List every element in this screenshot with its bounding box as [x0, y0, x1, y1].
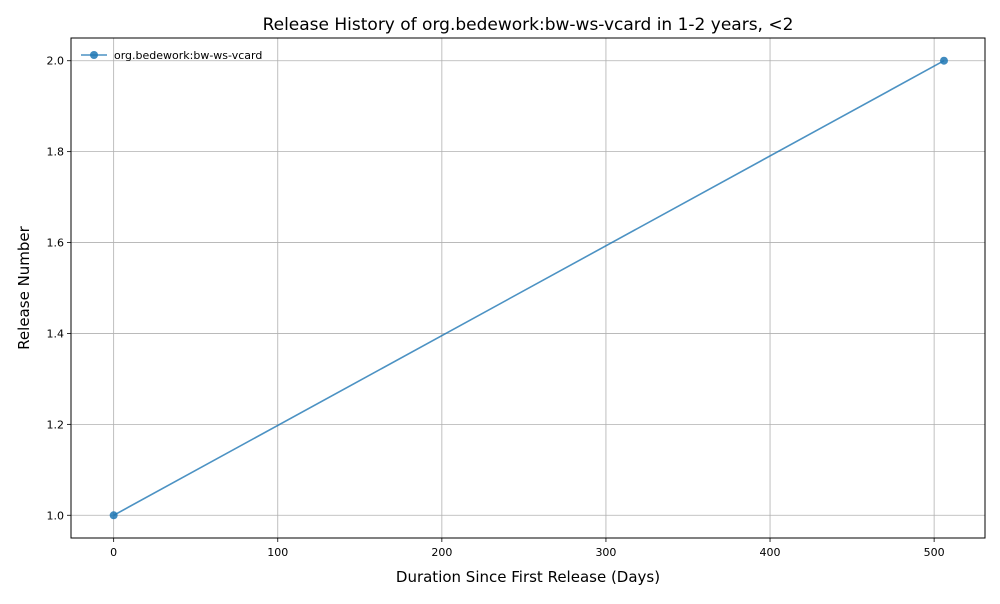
data-point — [109, 511, 118, 520]
y-tick-label: 1.8 — [47, 146, 65, 159]
x-tick-label: 400 — [760, 546, 781, 559]
x-tick-label: 500 — [924, 546, 945, 559]
y-tick-label: 1.2 — [47, 418, 65, 431]
y-tick-label: 2.0 — [47, 55, 65, 68]
legend-marker-icon — [90, 51, 98, 59]
series-line — [113, 60, 945, 516]
y-tick-label: 1.6 — [47, 237, 65, 250]
x-tick-label: 300 — [595, 546, 616, 559]
x-tick-label: 0 — [110, 546, 117, 559]
grid — [71, 38, 985, 538]
series-layer — [109, 56, 948, 520]
legend-entry-label: org.bedework:bw-ws-vcard — [114, 49, 262, 62]
y-tick-label: 1.0 — [47, 509, 65, 522]
x-tick-label: 200 — [431, 546, 452, 559]
x-axis-label: Duration Since First Release (Days) — [396, 568, 660, 586]
y-tick-label: 1.4 — [47, 327, 65, 340]
chart-title: Release History of org.bedework:bw-ws-vc… — [263, 15, 794, 35]
x-tick-label: 100 — [267, 546, 288, 559]
axes-frame — [70, 37, 986, 539]
data-point — [939, 56, 948, 65]
y-axis-ticks: 1.0 1.2 1.4 1.6 1.8 2.0 — [47, 55, 71, 522]
legend: org.bedework:bw-ws-vcard — [81, 49, 262, 62]
x-axis-ticks: 0 100 200 300 400 500 — [110, 538, 945, 559]
y-axis-label: Release Number — [15, 225, 33, 349]
